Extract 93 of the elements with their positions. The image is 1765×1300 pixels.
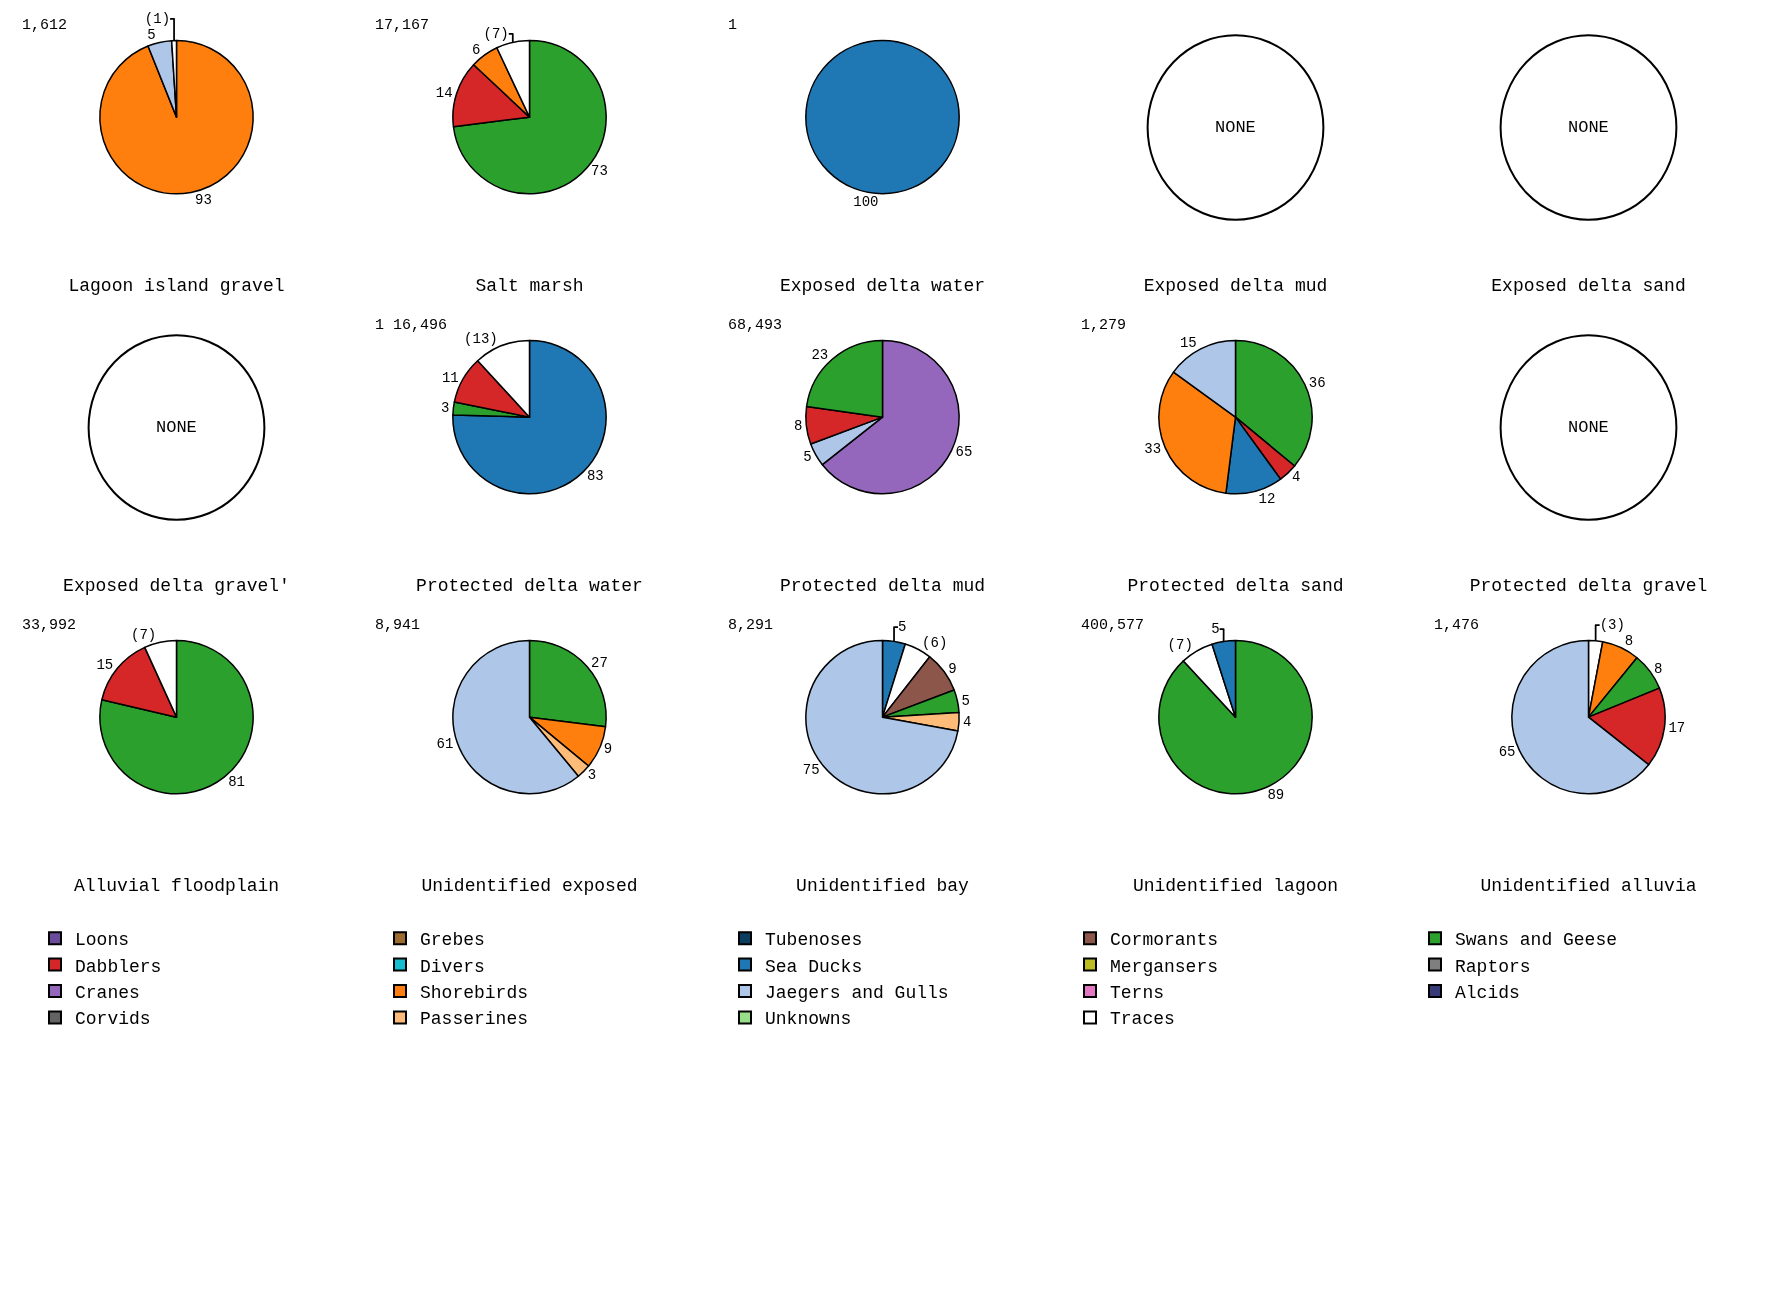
data-label: 81 [228,774,245,791]
category-label: Shorebirds [420,983,529,1004]
data-label: 36 [1308,375,1326,392]
chart-subtitle: 1,279 [1081,317,1127,334]
data-label: (7) [1167,637,1193,653]
chart-subtitle: 400,577 [1081,617,1145,634]
category-label: Corvids [75,1009,151,1030]
data-label: 15 [96,657,114,674]
data-label: 4 [1291,469,1301,486]
data-label: (13) [464,330,498,347]
data-label: (3) [1599,617,1625,634]
data-label: 5 [147,26,156,43]
chart-subtitle: 68,493 [728,317,783,334]
data-label: (6) [922,635,948,652]
data-label: 83 [586,468,604,485]
pie-slice [452,39,607,195]
category-label: Terns [1110,983,1165,1004]
category-label: Loons [75,930,130,951]
text: Protected delta sand [1127,576,1344,596]
data-label: 8 [1654,660,1663,677]
data-label: 3 [587,767,597,784]
category-label: Swans and Geese [1455,930,1618,951]
category-label: Sea Ducks [765,956,863,977]
data-label: 73 [591,163,608,180]
text: Unidentified lagoon [1132,876,1339,896]
text: Protected delta water [416,576,643,596]
category-label: Grebes [420,930,485,951]
data-label: 5 [1211,621,1220,637]
chart-subtitle: 8,291 [728,617,774,634]
text: NONE [156,418,197,437]
text: Exposed delta sand [1491,276,1686,296]
category-label: Jaegers and Gulls [765,983,949,1004]
text: Exposed delta mud [1143,276,1328,296]
data-label: 14 [435,84,453,101]
data-label: 8 [1624,633,1634,650]
text: NONE [1215,118,1256,137]
chart-subtitle: 1 16,496 [375,317,448,334]
text: Exposed delta gravel' [63,576,290,596]
text: Unidentified exposed [421,876,638,896]
text: Unidentified alluvia [1480,876,1697,896]
data-label: 93 [195,192,212,209]
category-label: Tubenoses [765,930,863,951]
category-label: Unknowns [765,1009,852,1030]
data-label: 9 [603,740,613,757]
text: Alluvial floodplain [73,876,280,896]
data-label: 5 [961,692,970,709]
category-label: Dabblers [75,956,162,977]
category-label: Divers [420,956,485,977]
data-label: 23 [811,346,829,363]
category-label: Cormorants [1110,930,1219,951]
chart-subtitle: 1 [728,17,738,34]
data-label: 15 [1179,334,1197,351]
category-label: Passerines [420,1009,529,1030]
chart-subtitle: 33,992 [22,617,77,634]
text: Exposed delta water [779,276,986,296]
data-label: 100 [853,193,879,210]
text: NONE [1568,418,1609,437]
data-label: 4 [963,713,972,730]
text: Protected delta gravel [1469,576,1708,596]
category-label: Alcids [1455,983,1520,1004]
data-label: 5 [803,448,812,465]
data-label: 61 [436,736,454,753]
chart-subtitle: 1,612 [22,17,68,34]
data-label: 12 [1258,490,1276,507]
data-label: 65 [1498,744,1516,761]
data-label: 5 [898,619,907,636]
category-label: Mergansers [1110,956,1219,977]
category-label: Cranes [75,983,140,1004]
data-label: 9 [948,660,957,677]
chart-subtitle: 1,476 [1434,617,1480,634]
data-label: 33 [1144,440,1162,457]
data-label: 8 [793,417,803,434]
data-label: 3 [440,400,450,417]
chart-subtitle: 17,167 [375,17,430,34]
category-label: Traces [1110,1009,1175,1030]
text: NONE [1568,118,1609,137]
category-label: Raptors [1455,956,1531,977]
data-label: 75 [802,761,820,778]
data-label: (7) [483,25,509,42]
chart-subtitle: 8,941 [375,617,421,634]
text: Salt marsh [475,276,584,296]
pie-slice [99,39,254,195]
data-label: 11 [441,369,459,386]
text: Protected delta mud [779,576,986,596]
data-label: (7) [131,626,157,643]
data-label: (1) [144,10,171,27]
text: Unidentified bay [796,876,970,896]
data-label: 89 [1267,787,1285,804]
text: Lagoon island gravel [68,276,285,296]
data-label: 27 [591,654,608,671]
data-label: 65 [955,444,973,461]
data-label: 17 [1668,720,1686,736]
data-label: 6 [472,41,481,58]
